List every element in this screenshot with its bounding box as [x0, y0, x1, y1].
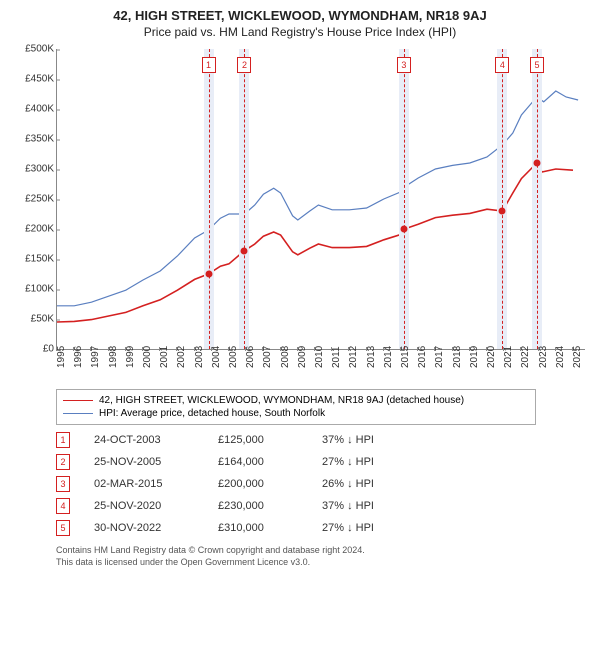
- sales-row-number: 2: [56, 454, 70, 470]
- footer-line-1: Contains HM Land Registry data © Crown c…: [56, 545, 590, 557]
- sales-row-pct: 27% ↓ HPI: [322, 456, 412, 468]
- x-tick-label: 2023: [538, 346, 549, 368]
- sale-dash: [209, 49, 210, 349]
- sales-row-date: 02-MAR-2015: [94, 478, 194, 490]
- sales-row-date: 30-NOV-2022: [94, 522, 194, 534]
- sale-dot: [534, 160, 541, 167]
- sales-row: 4 25-NOV-2020 £230,000 37% ↓ HPI: [56, 495, 590, 517]
- x-tick-label: 2005: [228, 346, 239, 368]
- y-tick-label: £450K: [25, 74, 54, 85]
- x-tick-label: 2020: [486, 346, 497, 368]
- chart-title: 42, HIGH STREET, WICKLEWOOD, WYMONDHAM, …: [10, 8, 590, 23]
- y-tick-label: £100K: [25, 284, 54, 295]
- sales-row-pct: 26% ↓ HPI: [322, 478, 412, 490]
- x-tick-label: 2024: [555, 346, 566, 368]
- sale-number-marker: 2: [237, 57, 251, 73]
- sale-dash: [244, 49, 245, 349]
- sales-row-date: 25-NOV-2020: [94, 500, 194, 512]
- x-tick-label: 2007: [262, 346, 273, 368]
- series-property: [57, 163, 573, 322]
- footer: Contains HM Land Registry data © Crown c…: [56, 545, 590, 568]
- x-tick-label: 2008: [280, 346, 291, 368]
- sales-row: 3 02-MAR-2015 £200,000 26% ↓ HPI: [56, 473, 590, 495]
- x-tick-label: 2013: [366, 346, 377, 368]
- x-tick-label: 2025: [572, 346, 583, 368]
- page-root: 42, HIGH STREET, WICKLEWOOD, WYMONDHAM, …: [0, 0, 600, 650]
- x-tick-label: 2022: [520, 346, 531, 368]
- sales-row-pct: 37% ↓ HPI: [322, 434, 412, 446]
- y-tick-label: £150K: [25, 254, 54, 265]
- x-tick-label: 1998: [108, 346, 119, 368]
- sales-row-pct: 27% ↓ HPI: [322, 522, 412, 534]
- x-tick-label: 2009: [297, 346, 308, 368]
- y-tick-label: £400K: [25, 104, 54, 115]
- sales-row-price: £200,000: [218, 478, 298, 490]
- y-tick-label: £50K: [31, 314, 54, 325]
- x-tick-label: 2002: [176, 346, 187, 368]
- sales-row-price: £310,000: [218, 522, 298, 534]
- sale-dash: [537, 49, 538, 349]
- x-tick-label: 2011: [331, 346, 342, 368]
- y-tick-label: £350K: [25, 134, 54, 145]
- sales-row-pct: 37% ↓ HPI: [322, 500, 412, 512]
- x-tick-label: 1999: [125, 346, 136, 368]
- y-tick-label: £200K: [25, 224, 54, 235]
- x-tick-label: 2016: [417, 346, 428, 368]
- sales-row: 2 25-NOV-2005 £164,000 27% ↓ HPI: [56, 451, 590, 473]
- sales-row-number: 4: [56, 498, 70, 514]
- sales-row-number: 3: [56, 476, 70, 492]
- sale-dash: [502, 49, 503, 349]
- y-tick-label: £0: [43, 344, 54, 355]
- legend-swatch-hpi: [63, 413, 93, 414]
- footer-line-2: This data is licensed under the Open Gov…: [56, 557, 590, 569]
- sales-row-price: £230,000: [218, 500, 298, 512]
- legend-label-property: 42, HIGH STREET, WICKLEWOOD, WYMONDHAM, …: [99, 395, 464, 406]
- chart-subtitle: Price paid vs. HM Land Registry's House …: [10, 25, 590, 39]
- sales-row: 1 24-OCT-2003 £125,000 37% ↓ HPI: [56, 429, 590, 451]
- sales-row-price: £164,000: [218, 456, 298, 468]
- x-tick-label: 2001: [159, 346, 170, 368]
- x-tick-label: 2000: [142, 346, 153, 368]
- x-tick-label: 2004: [211, 346, 222, 368]
- x-tick-label: 2006: [245, 346, 256, 368]
- sales-row-date: 24-OCT-2003: [94, 434, 194, 446]
- legend-label-hpi: HPI: Average price, detached house, Sout…: [99, 408, 325, 419]
- sale-number-marker: 3: [397, 57, 411, 73]
- x-tick-label: 2015: [400, 346, 411, 368]
- sale-dot: [205, 271, 212, 278]
- sales-row-number: 1: [56, 432, 70, 448]
- x-tick-label: 2010: [314, 346, 325, 368]
- x-tick-label: 1996: [73, 346, 84, 368]
- x-tick-label: 2017: [434, 346, 445, 368]
- legend-row-property: 42, HIGH STREET, WICKLEWOOD, WYMONDHAM, …: [63, 394, 529, 407]
- legend-box: 42, HIGH STREET, WICKLEWOOD, WYMONDHAM, …: [56, 389, 536, 425]
- chart-area: 1 2 3 4 5 £0 £50K £100K £150K £200K £250K £300K £35…: [10, 45, 590, 385]
- sale-dot: [241, 247, 248, 254]
- x-tick-label: 2014: [383, 346, 394, 368]
- sale-number-marker: 5: [530, 57, 544, 73]
- sale-dash: [404, 49, 405, 349]
- x-tick-label: 2019: [469, 346, 480, 368]
- x-tick-label: 2021: [503, 346, 514, 368]
- sale-number-marker: 4: [495, 57, 509, 73]
- sales-row-date: 25-NOV-2005: [94, 456, 194, 468]
- y-tick-label: £300K: [25, 164, 54, 175]
- sales-row-number: 5: [56, 520, 70, 536]
- x-tick-label: 2003: [194, 346, 205, 368]
- sales-row-price: £125,000: [218, 434, 298, 446]
- sale-number-marker: 1: [202, 57, 216, 73]
- x-tick-label: 1997: [90, 346, 101, 368]
- x-tick-label: 2012: [348, 346, 359, 368]
- sales-table: 1 24-OCT-2003 £125,000 37% ↓ HPI 2 25-NOV-200…: [56, 429, 590, 539]
- x-tick-label: 2018: [452, 346, 463, 368]
- y-tick-label: £500K: [25, 44, 54, 55]
- plot-region: 1 2 3 4 5: [56, 49, 585, 350]
- x-tick-label: 1995: [56, 346, 67, 368]
- sale-dot: [400, 226, 407, 233]
- legend-row-hpi: HPI: Average price, detached house, Sout…: [63, 407, 529, 420]
- y-tick-label: £250K: [25, 194, 54, 205]
- legend-swatch-property: [63, 400, 93, 401]
- sales-row: 5 30-NOV-2022 £310,000 27% ↓ HPI: [56, 517, 590, 539]
- sale-dot: [499, 208, 506, 215]
